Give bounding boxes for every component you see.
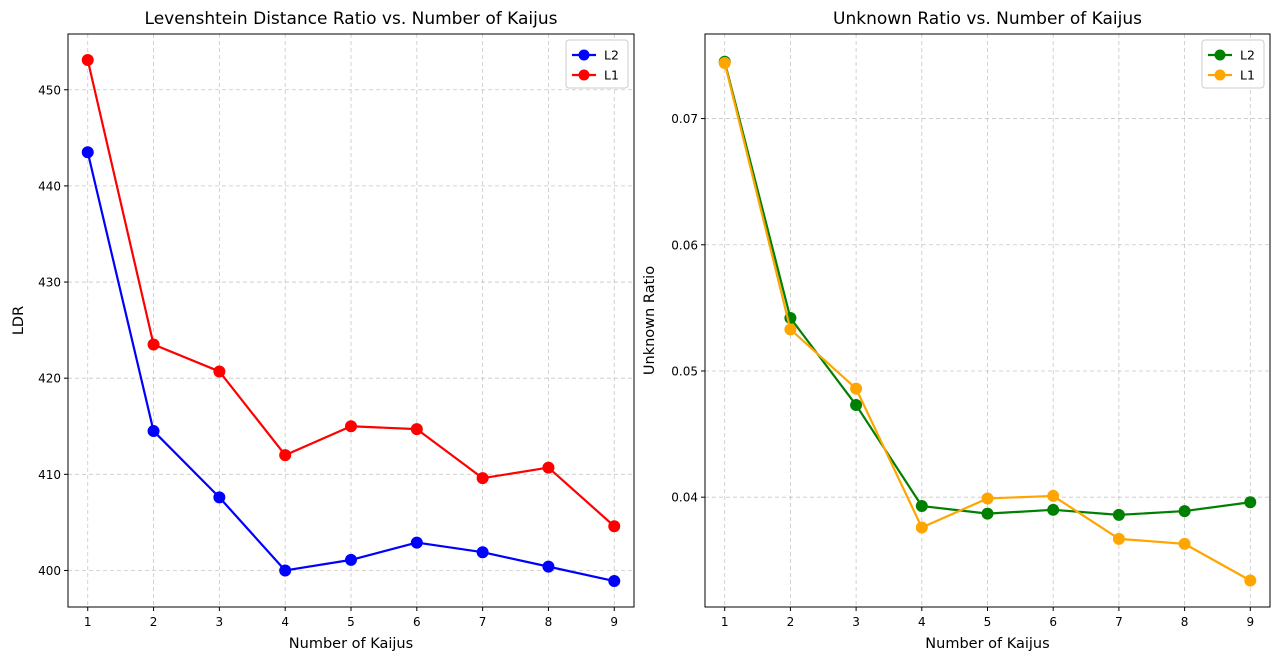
data-point-l1 (213, 365, 226, 378)
data-point-l2 (476, 546, 489, 559)
chart-title: Unknown Ratio vs. Number of Kaijus (833, 9, 1142, 29)
x-tick-label: 8 (545, 615, 553, 629)
legend-label: L1 (604, 68, 619, 83)
data-point-l1 (542, 461, 555, 474)
x-tick-label: 9 (1246, 615, 1254, 629)
ticks: 1 2 3 4 5 6 7 8 9 400 410 420 430 440 450 (38, 83, 618, 629)
grid (68, 34, 634, 607)
x-tick-label: 6 (413, 615, 421, 629)
x-tick-label: 5 (984, 615, 992, 629)
legend-label: L2 (604, 48, 619, 63)
y-tick-label: 450 (38, 83, 61, 97)
data-point-l1 (1178, 537, 1191, 550)
unknown-ratio-chart: 1 2 3 4 5 6 7 8 9 0.04 0.05 0.06 0.07 Unknown Ratio … (642, 9, 1271, 652)
data-point-l1 (608, 520, 621, 533)
data-point-l2 (279, 564, 292, 577)
x-tick-label: 7 (479, 615, 487, 629)
y-tick-label: 440 (38, 179, 61, 193)
ldr-chart: 1 2 3 4 5 6 7 8 9 400 410 420 430 440 450 Levenshtein … (11, 9, 635, 652)
data-point-l1 (410, 423, 423, 436)
data-point-l1 (784, 323, 797, 336)
x-axis-label: Number of Kaijus (289, 636, 413, 652)
y-tick-label: 0.05 (671, 364, 698, 378)
x-tick-label: 1 (84, 615, 92, 629)
legend-label: L2 (1240, 48, 1255, 63)
x-tick-label: 8 (1181, 615, 1189, 629)
y-tick-label: 410 (38, 468, 61, 482)
data-point-l1 (981, 492, 994, 505)
y-tick-label: 400 (38, 564, 61, 578)
legend-marker (578, 69, 590, 81)
data-point-l2 (213, 491, 226, 504)
y-axis-label: LDR (11, 306, 27, 335)
y-tick-label: 0.07 (671, 112, 698, 126)
data-point-l2 (1112, 508, 1125, 521)
x-tick-label: 5 (347, 615, 355, 629)
data-point-l1 (476, 472, 489, 485)
data-point-l2 (1047, 503, 1060, 516)
x-tick-label: 3 (852, 615, 860, 629)
x-tick-label: 1 (721, 615, 729, 629)
data-point-l2 (850, 399, 863, 412)
data-point-l1 (279, 449, 292, 462)
data-point-l1 (1112, 532, 1125, 545)
data-point-l1 (1244, 574, 1257, 587)
data-point-l2 (915, 500, 928, 513)
data-point-l1 (915, 521, 928, 534)
x-axis-label: Number of Kaijus (925, 636, 1049, 652)
legend-marker (1214, 69, 1226, 81)
data-point-l2 (1178, 505, 1191, 518)
y-tick-label: 420 (38, 372, 61, 386)
data-point-l2 (608, 575, 621, 588)
data-point-l2 (81, 146, 94, 159)
data-point-l1 (81, 53, 94, 66)
data-point-l1 (850, 382, 863, 395)
data-point-l2 (981, 507, 994, 520)
ticks: 1 2 3 4 5 6 7 8 9 0.04 0.05 0.06 0.07 (671, 112, 1254, 629)
x-tick-label: 2 (150, 615, 158, 629)
data-point-l1 (718, 57, 731, 70)
x-tick-label: 9 (610, 615, 618, 629)
data-point-l1 (345, 420, 357, 433)
x-tick-label: 7 (1115, 615, 1123, 629)
legend-marker (578, 49, 590, 61)
series-layer (81, 53, 621, 588)
y-tick-label: 430 (38, 276, 61, 290)
data-point-l2 (542, 560, 555, 573)
series-layer (718, 55, 1257, 587)
x-tick-label: 6 (1049, 615, 1057, 629)
x-tick-label: 4 (281, 615, 289, 629)
legend-label: L1 (1240, 68, 1255, 83)
data-point-l2 (147, 425, 160, 438)
data-point-l1 (1047, 489, 1060, 502)
data-point-l2 (1244, 496, 1257, 509)
chart-title: Levenshtein Distance Ratio vs. Number of… (145, 9, 558, 29)
x-tick-label: 4 (918, 615, 926, 629)
x-tick-label: 2 (787, 615, 795, 629)
data-point-l2 (410, 536, 423, 549)
x-tick-label: 3 (216, 615, 224, 629)
data-point-l2 (345, 553, 357, 566)
y-tick-label: 0.04 (671, 491, 698, 505)
data-point-l1 (147, 338, 160, 351)
y-tick-label: 0.06 (671, 238, 698, 252)
y-axis-label: Unknown Ratio (642, 266, 658, 375)
legend-marker (1214, 49, 1226, 61)
